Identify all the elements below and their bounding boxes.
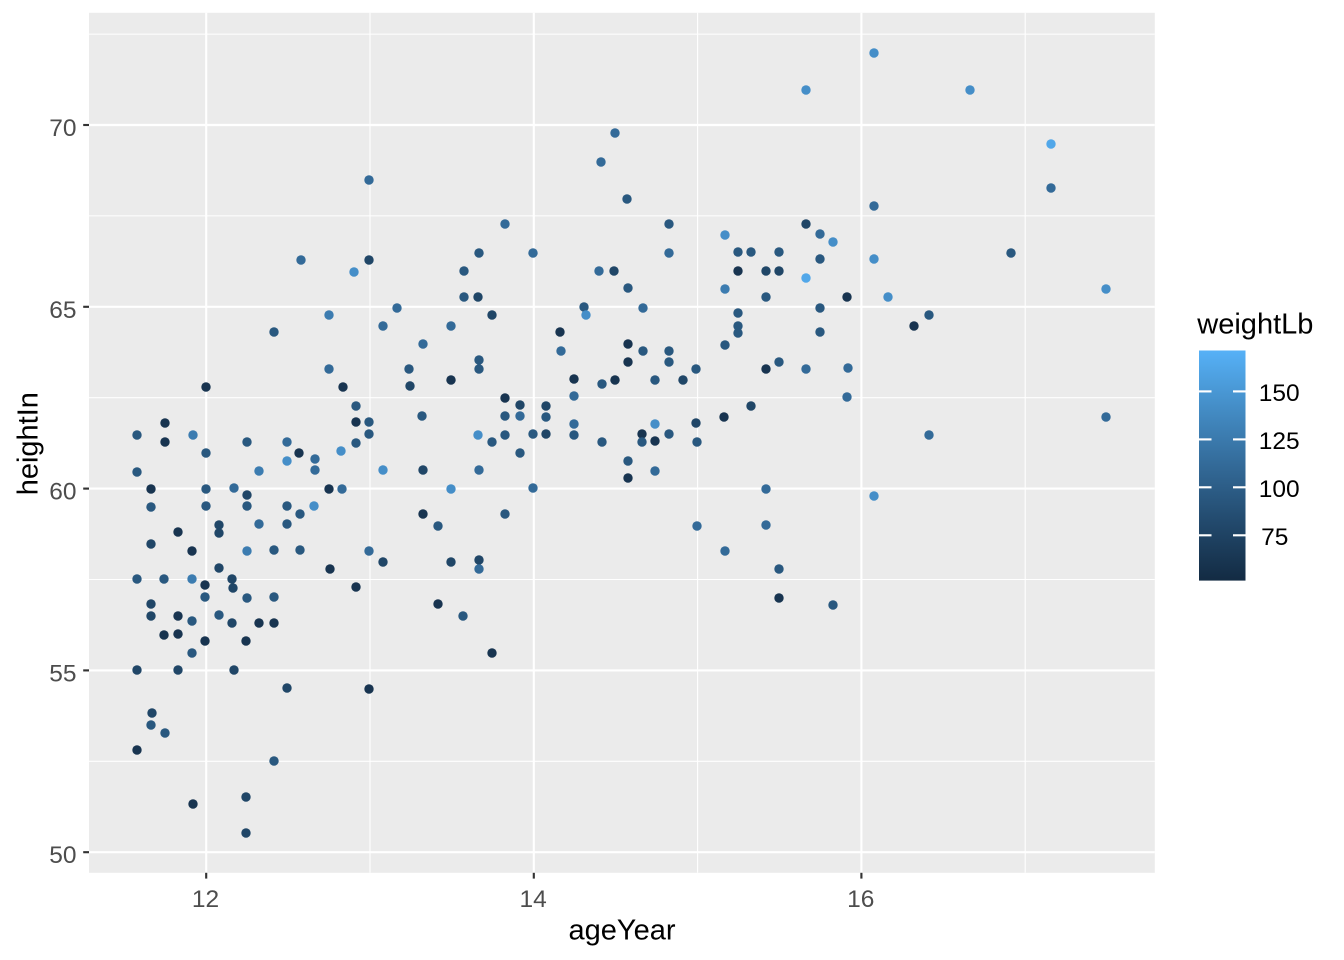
svg-text:75: 75 — [1261, 524, 1288, 551]
svg-text:150: 150 — [1259, 380, 1300, 407]
svg-text:ageYear: ageYear — [569, 915, 676, 947]
svg-text:50: 50 — [49, 842, 76, 869]
svg-text:60: 60 — [49, 479, 76, 506]
svg-text:16: 16 — [847, 886, 874, 913]
svg-text:14: 14 — [519, 886, 546, 913]
svg-text:100: 100 — [1259, 476, 1300, 503]
svg-text:70: 70 — [49, 115, 76, 142]
svg-text:55: 55 — [49, 660, 76, 687]
svg-text:12: 12 — [192, 886, 219, 913]
svg-text:125: 125 — [1259, 428, 1300, 455]
svg-text:65: 65 — [49, 297, 76, 324]
svg-text:heightIn: heightIn — [12, 392, 44, 495]
svg-text:weightLb: weightLb — [1196, 309, 1313, 341]
